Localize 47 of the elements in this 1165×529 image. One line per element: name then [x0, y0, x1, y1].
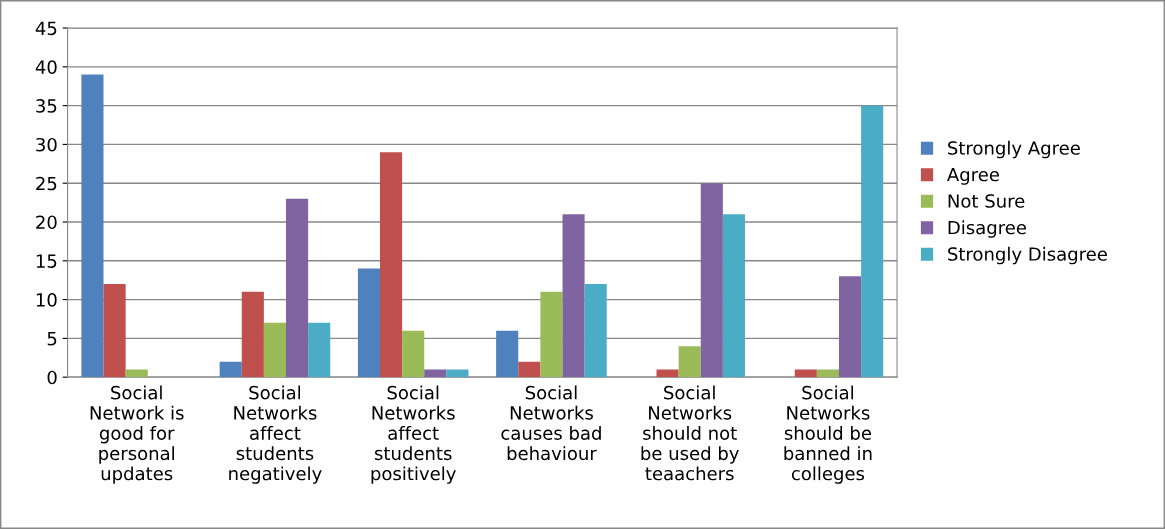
- bar: [446, 369, 469, 378]
- bar: [562, 214, 585, 378]
- bar: [402, 330, 425, 378]
- y-tick-label: 20: [36, 215, 57, 230]
- bar: [722, 214, 745, 378]
- bar: [678, 346, 701, 378]
- bar: [219, 361, 242, 378]
- bar: [308, 322, 331, 378]
- x-tick-label: Social Networks causes bad behaviour: [501, 385, 601, 461]
- bar: [496, 330, 519, 378]
- y-tick-label: 30: [36, 137, 57, 152]
- bar: [656, 369, 679, 378]
- bar: [103, 284, 126, 378]
- y-tick-label: 10: [36, 293, 57, 307]
- bar: [380, 152, 403, 378]
- y-tick-label: 40: [35, 60, 57, 74]
- x-tick-label: Social Networks should not be used by teaachers: [641, 385, 739, 481]
- y-tick-label: 15: [36, 254, 57, 268]
- bar: [794, 369, 817, 378]
- bar: [540, 291, 563, 378]
- legend-label: Disagree: [948, 220, 1026, 238]
- bar: [816, 369, 839, 378]
- y-tick-label: 5: [47, 332, 57, 346]
- x-tick-label: Social Networks should be banned in colleges: [784, 385, 872, 484]
- bar: [584, 284, 607, 378]
- y-tick-label: 25: [36, 176, 57, 191]
- x-tick-label: Social Networks affect students positively: [371, 385, 456, 484]
- x-tick-label: Social Networks affect students negatively: [229, 385, 322, 484]
- bar: [424, 369, 447, 378]
- bar: [241, 291, 264, 378]
- bar: [81, 74, 104, 378]
- y-tick-label: 35: [36, 99, 57, 113]
- bar: [286, 198, 309, 378]
- bar: [357, 268, 381, 378]
- y-tick-label: 0: [47, 370, 57, 385]
- legend-label: Agree: [947, 167, 999, 185]
- legend-label: Strongly Disagree: [948, 246, 1107, 265]
- bar: [125, 369, 148, 378]
- y-tick-label: 45: [35, 21, 57, 36]
- bar: [518, 361, 541, 378]
- legend-label: Strongly Agree: [948, 140, 1080, 159]
- bar: [861, 105, 884, 378]
- x-tick-label: Social Network is good for personal updates: [90, 385, 184, 484]
- legend-label: Not Sure: [948, 194, 1025, 208]
- bar: [838, 276, 862, 378]
- bar: [700, 183, 723, 378]
- bar: [263, 322, 286, 378]
